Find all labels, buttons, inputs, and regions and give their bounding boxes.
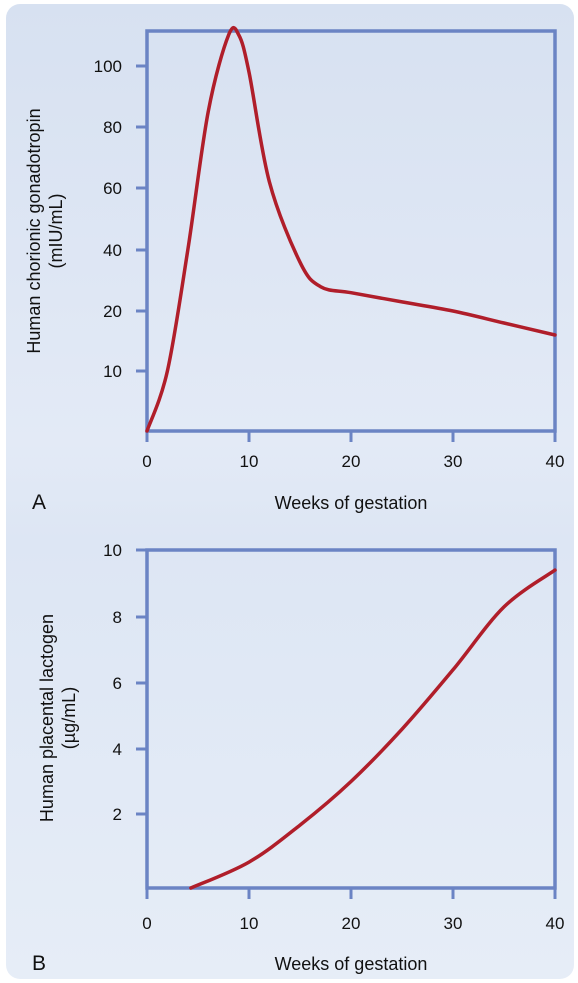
panel-label: A — [32, 491, 46, 514]
x-axis-title: Weeks of gestation — [275, 493, 428, 513]
panel-label: B — [32, 952, 46, 975]
chart-panel-a: 0 10 20 30 40 10 20 40 60 80 100 Weeks of gestation… — [24, 25, 565, 514]
y-tick-label: 10 — [103, 362, 122, 381]
chart-panel-b: 0 10 20 30 40 2 4 6 8 10 Weeks of gestation Human p… — [32, 541, 564, 975]
figure-background — [6, 4, 574, 979]
x-tick-label: 30 — [444, 452, 463, 471]
y-tick-label: 2 — [113, 805, 122, 824]
y-tick-label: 40 — [103, 241, 122, 260]
x-tick-label: 30 — [444, 914, 463, 933]
y-axis-title-line: Human chorionic gonadotropin — [24, 108, 44, 353]
y-tick-label: 60 — [103, 179, 122, 198]
y-axis-title-line: (µg/mL) — [59, 687, 79, 749]
y-axis-title: Human placental lactogen (µg/mL) — [37, 614, 79, 822]
y-tick-label: 10 — [103, 541, 122, 560]
y-tick-label: 20 — [103, 302, 122, 321]
y-tick-label: 80 — [103, 118, 122, 137]
x-axis-title: Weeks of gestation — [275, 954, 428, 974]
y-axis-title: Human chorionic gonadotropin (mIU/mL) — [24, 108, 66, 353]
x-tick-label: 40 — [546, 914, 565, 933]
x-tick-label: 20 — [342, 914, 361, 933]
x-tick-label: 20 — [342, 452, 361, 471]
plot-frame — [145, 29, 557, 433]
y-tick-label: 8 — [113, 608, 122, 627]
y-tick-label: 6 — [113, 674, 122, 693]
y-axis-title-line: Human placental lactogen — [37, 614, 57, 822]
x-tick-label: 0 — [142, 452, 151, 471]
y-tick-label: 4 — [113, 740, 122, 759]
series-line — [189, 568, 557, 890]
y-axis-title-line: (mIU/mL) — [46, 194, 66, 269]
x-tick-label: 10 — [240, 452, 259, 471]
y-tick-label: 100 — [94, 57, 122, 76]
plot-frame — [145, 548, 557, 890]
x-tick-label: 40 — [546, 452, 565, 471]
x-tick-label: 10 — [240, 914, 259, 933]
series-line — [145, 25, 557, 433]
x-tick-label: 0 — [142, 914, 151, 933]
